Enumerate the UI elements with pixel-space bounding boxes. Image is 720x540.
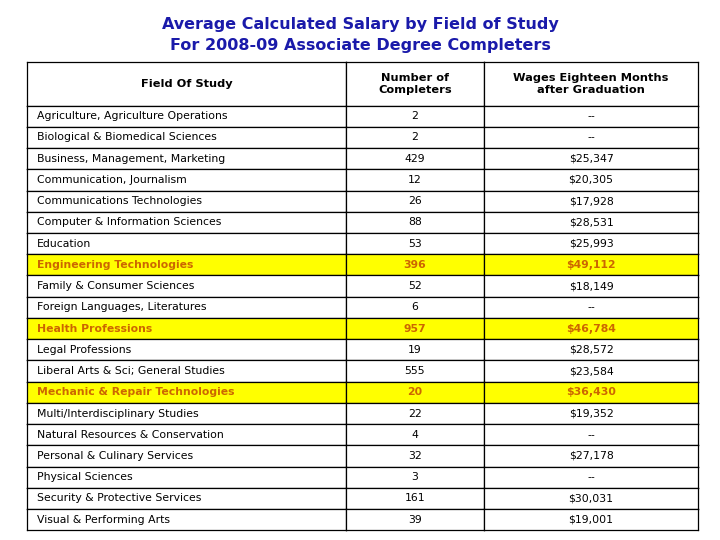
Text: Multi/Interdisciplinary Studies: Multi/Interdisciplinary Studies	[37, 408, 199, 418]
Text: Communication, Journalism: Communication, Journalism	[37, 175, 186, 185]
Text: Wages Eighteen Months
after Graduation: Wages Eighteen Months after Graduation	[513, 73, 669, 94]
Text: 6: 6	[411, 302, 418, 312]
Text: 12: 12	[408, 175, 422, 185]
Text: Field Of Study: Field Of Study	[141, 79, 233, 89]
Text: 161: 161	[405, 494, 426, 503]
Text: Legal Professions: Legal Professions	[37, 345, 131, 355]
Text: Biological & Biomedical Sciences: Biological & Biomedical Sciences	[37, 132, 217, 143]
Text: 396: 396	[403, 260, 426, 270]
Text: --: --	[587, 132, 595, 143]
Text: 53: 53	[408, 239, 422, 248]
Text: 4: 4	[411, 430, 418, 440]
Text: 555: 555	[405, 366, 426, 376]
Text: 3: 3	[411, 472, 418, 482]
Text: Liberal Arts & Sci; General Studies: Liberal Arts & Sci; General Studies	[37, 366, 225, 376]
Text: Family & Consumer Sciences: Family & Consumer Sciences	[37, 281, 194, 291]
Text: $46,784: $46,784	[566, 323, 616, 334]
Text: 429: 429	[405, 154, 426, 164]
Text: $23,584: $23,584	[569, 366, 613, 376]
Text: $27,178: $27,178	[569, 451, 613, 461]
Text: 19: 19	[408, 345, 422, 355]
Text: $20,305: $20,305	[569, 175, 613, 185]
Text: 2: 2	[411, 132, 418, 143]
Text: $19,352: $19,352	[569, 408, 613, 418]
Text: Number of
Completers: Number of Completers	[378, 73, 451, 94]
Text: --: --	[587, 430, 595, 440]
Text: 20: 20	[408, 387, 423, 397]
Text: For 2008-09 Associate Degree Completers: For 2008-09 Associate Degree Completers	[170, 38, 550, 53]
Text: --: --	[587, 302, 595, 312]
Text: 22: 22	[408, 408, 422, 418]
Text: 39: 39	[408, 515, 422, 525]
Text: Foreign Languages, Literatures: Foreign Languages, Literatures	[37, 302, 207, 312]
Text: Visual & Performing Arts: Visual & Performing Arts	[37, 515, 170, 525]
Text: 32: 32	[408, 451, 422, 461]
Text: $17,928: $17,928	[569, 196, 613, 206]
Text: Average Calculated Salary by Field of Study: Average Calculated Salary by Field of St…	[161, 17, 559, 32]
Text: Personal & Culinary Services: Personal & Culinary Services	[37, 451, 193, 461]
Text: 26: 26	[408, 196, 422, 206]
Text: Health Professions: Health Professions	[37, 323, 152, 334]
Text: $28,531: $28,531	[569, 218, 613, 227]
Text: Physical Sciences: Physical Sciences	[37, 472, 132, 482]
Text: $18,149: $18,149	[569, 281, 613, 291]
Text: Security & Protective Services: Security & Protective Services	[37, 494, 202, 503]
Text: $25,993: $25,993	[569, 239, 613, 248]
Text: Education: Education	[37, 239, 91, 248]
Text: $49,112: $49,112	[566, 260, 616, 270]
Text: $25,347: $25,347	[569, 154, 613, 164]
Text: Natural Resources & Conservation: Natural Resources & Conservation	[37, 430, 224, 440]
Text: Communications Technologies: Communications Technologies	[37, 196, 202, 206]
Text: $36,430: $36,430	[566, 387, 616, 397]
Text: Agriculture, Agriculture Operations: Agriculture, Agriculture Operations	[37, 111, 228, 122]
Text: $30,031: $30,031	[569, 494, 613, 503]
Text: $28,572: $28,572	[569, 345, 613, 355]
Text: $19,001: $19,001	[569, 515, 613, 525]
Text: Mechanic & Repair Technologies: Mechanic & Repair Technologies	[37, 387, 235, 397]
Text: Computer & Information Sciences: Computer & Information Sciences	[37, 218, 221, 227]
Text: --: --	[587, 472, 595, 482]
Text: Engineering Technologies: Engineering Technologies	[37, 260, 193, 270]
Text: 957: 957	[404, 323, 426, 334]
Text: 2: 2	[411, 111, 418, 122]
Text: Business, Management, Marketing: Business, Management, Marketing	[37, 154, 225, 164]
Text: --: --	[587, 111, 595, 122]
Text: 52: 52	[408, 281, 422, 291]
Text: 88: 88	[408, 218, 422, 227]
